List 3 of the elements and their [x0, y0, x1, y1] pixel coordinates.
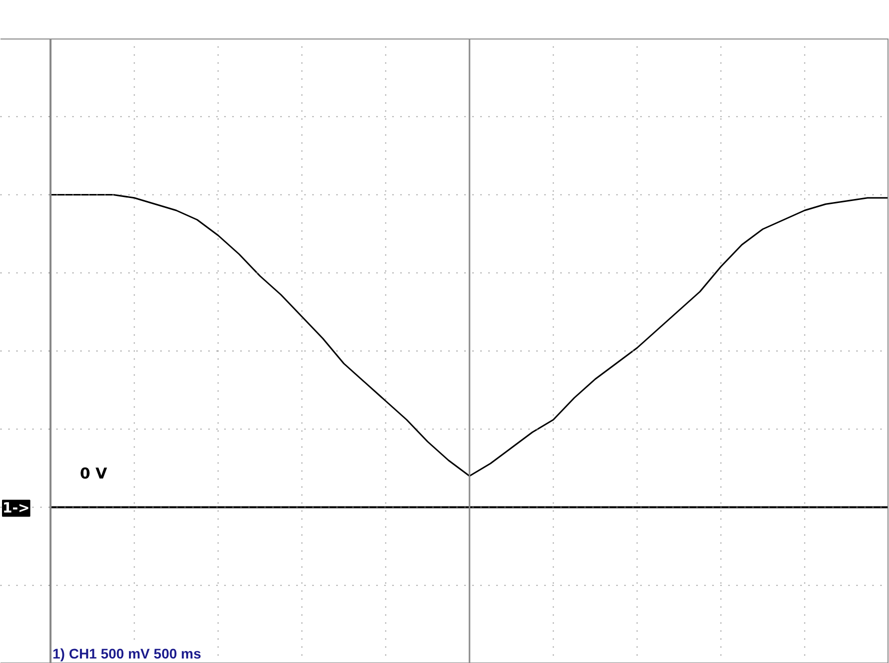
text: 1) CH1 500 mV 500 ms [52, 646, 202, 662]
ref-line-label: 0 V [80, 464, 108, 482]
text: 1-> [2, 500, 30, 516]
